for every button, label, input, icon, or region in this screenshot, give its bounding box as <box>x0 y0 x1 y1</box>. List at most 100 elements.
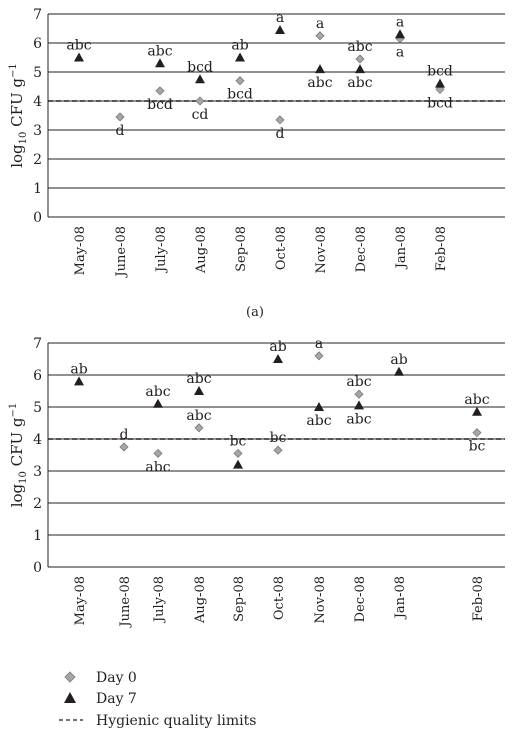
data-point-day7 <box>355 64 365 74</box>
y-tick-label: 0 <box>33 560 42 576</box>
data-point-day0 <box>155 86 165 96</box>
data-point-day0 <box>275 115 285 125</box>
diamond-marker-icon <box>64 671 76 683</box>
y-tick-label: 0 <box>33 210 42 226</box>
y-tick-label: 1 <box>33 528 42 544</box>
data-point-day7 <box>235 52 245 62</box>
significance-label: a <box>396 14 404 30</box>
data-point-day7 <box>155 58 165 68</box>
significance-label: abc <box>464 392 489 408</box>
significance-label: d <box>276 126 285 142</box>
legend-item-limit: Hygienic quality limits <box>59 713 256 729</box>
data-point-day7 <box>394 366 404 376</box>
significance-label: a <box>276 10 284 26</box>
data-point-day7 <box>314 402 324 411</box>
y-tick-label: 4 <box>33 94 42 110</box>
data-point-day0 <box>315 31 325 41</box>
y-tick-label: 3 <box>33 123 42 139</box>
x-tick-label: Jan-08 <box>393 576 408 620</box>
x-tick-label: Nov-08 <box>314 226 329 273</box>
chart-b: 0 1 2 3 4 5 6 7 log10 CFU g−1 May-08 June-08 July-0… <box>8 336 505 629</box>
significance-label: bc <box>270 430 287 446</box>
y-tick-label: 5 <box>33 65 42 81</box>
y-tick-label: 7 <box>33 336 42 352</box>
legend-item-day7: Day 7 <box>64 691 137 707</box>
significance-label: bcd <box>227 87 253 103</box>
significance-label: abc <box>346 411 371 427</box>
data-point-day7 <box>275 24 285 34</box>
data-point-day7 <box>194 386 204 395</box>
y-tick-label: 2 <box>33 496 42 512</box>
y-tick-label: 2 <box>33 152 42 168</box>
x-tick-label: Sep-08 <box>232 576 247 622</box>
data-point-day7 <box>315 64 325 74</box>
x-tick-label: Dec-08 <box>354 226 369 272</box>
data-point-day0 <box>354 389 364 399</box>
chart-a: 0 1 2 3 4 5 6 7 log10 CFU g−1 May-08 June-08 July-0… <box>8 7 505 279</box>
data-point-day0 <box>355 54 365 64</box>
data-point-day0 <box>115 112 125 122</box>
x-tick-label: July-08 <box>154 226 169 274</box>
legend-label-limit: Hygienic quality limits <box>96 713 256 729</box>
data-point-day7 <box>74 52 84 62</box>
data-point-day0 <box>119 442 129 452</box>
significance-label: d <box>116 123 125 139</box>
x-tick-label: Aug-08 <box>194 226 209 274</box>
panel-label-a: (a) <box>246 305 264 320</box>
significance-label: bcd <box>187 59 213 75</box>
x-tick-label: July-08 <box>152 576 167 624</box>
data-point-day7 <box>435 78 445 88</box>
significance-label: bcd <box>427 95 453 111</box>
y-axis-title: log10 CFU g−1 <box>8 63 29 168</box>
data-point-day7 <box>472 406 482 416</box>
x-tick-label: Dec-08 <box>353 576 368 622</box>
x-tick-label: Oct-08 <box>272 576 287 620</box>
significance-label: abc <box>186 371 211 387</box>
significance-label: abc <box>307 75 332 91</box>
x-tick-label: Nov-08 <box>313 576 328 623</box>
data-point-day7 <box>153 398 163 408</box>
x-tick-label: Jan-08 <box>394 226 409 270</box>
data-point-day7 <box>233 459 243 469</box>
y-tick-label: 4 <box>33 432 42 448</box>
significance-label: abc <box>145 384 170 400</box>
significance-label: bc <box>469 439 486 455</box>
legend-label-day0: Day 0 <box>96 670 137 686</box>
x-tick-label: Feb-08 <box>471 576 486 621</box>
x-tick-label: May-08 <box>73 226 88 275</box>
triangle-marker-icon <box>64 692 76 703</box>
x-tick-label: Aug-08 <box>193 576 208 624</box>
significance-label: abc <box>347 75 372 91</box>
significance-label: ab <box>269 339 286 355</box>
y-tick-label: 7 <box>33 7 42 23</box>
y-tick-label: 5 <box>33 400 42 416</box>
data-point-day7 <box>74 376 84 386</box>
significance-label: d <box>120 427 129 443</box>
significance-label: ab <box>70 361 87 377</box>
significance-label: bc <box>230 433 247 449</box>
legend-label-day7: Day 7 <box>96 691 137 707</box>
significance-label: abc <box>186 408 211 424</box>
data-point-day0 <box>235 76 245 86</box>
data-point-day7 <box>195 74 205 84</box>
y-tick-label: 1 <box>33 181 42 197</box>
y-tick-label: 6 <box>33 36 42 52</box>
data-point-day7 <box>395 29 405 39</box>
legend: Day 0 Day 7 Hygienic quality limits <box>59 670 256 729</box>
x-tick-label: Feb-08 <box>434 226 449 271</box>
significance-label: a <box>316 16 324 32</box>
significance-label: abc <box>346 374 371 390</box>
data-point-day0 <box>314 351 324 361</box>
significance-label: abc <box>66 38 91 54</box>
significance-label: cd <box>192 107 209 123</box>
significance-label: bcd <box>147 97 173 113</box>
significance-label: ab <box>231 38 248 54</box>
x-tick-label: June-08 <box>114 226 129 279</box>
data-point-day7 <box>354 400 364 410</box>
data-point-day0 <box>273 445 283 455</box>
significance-label: abc <box>147 43 172 59</box>
x-tick-label: Sep-08 <box>234 226 249 272</box>
data-point-day0 <box>233 448 243 458</box>
significance-label: abc <box>347 39 372 55</box>
